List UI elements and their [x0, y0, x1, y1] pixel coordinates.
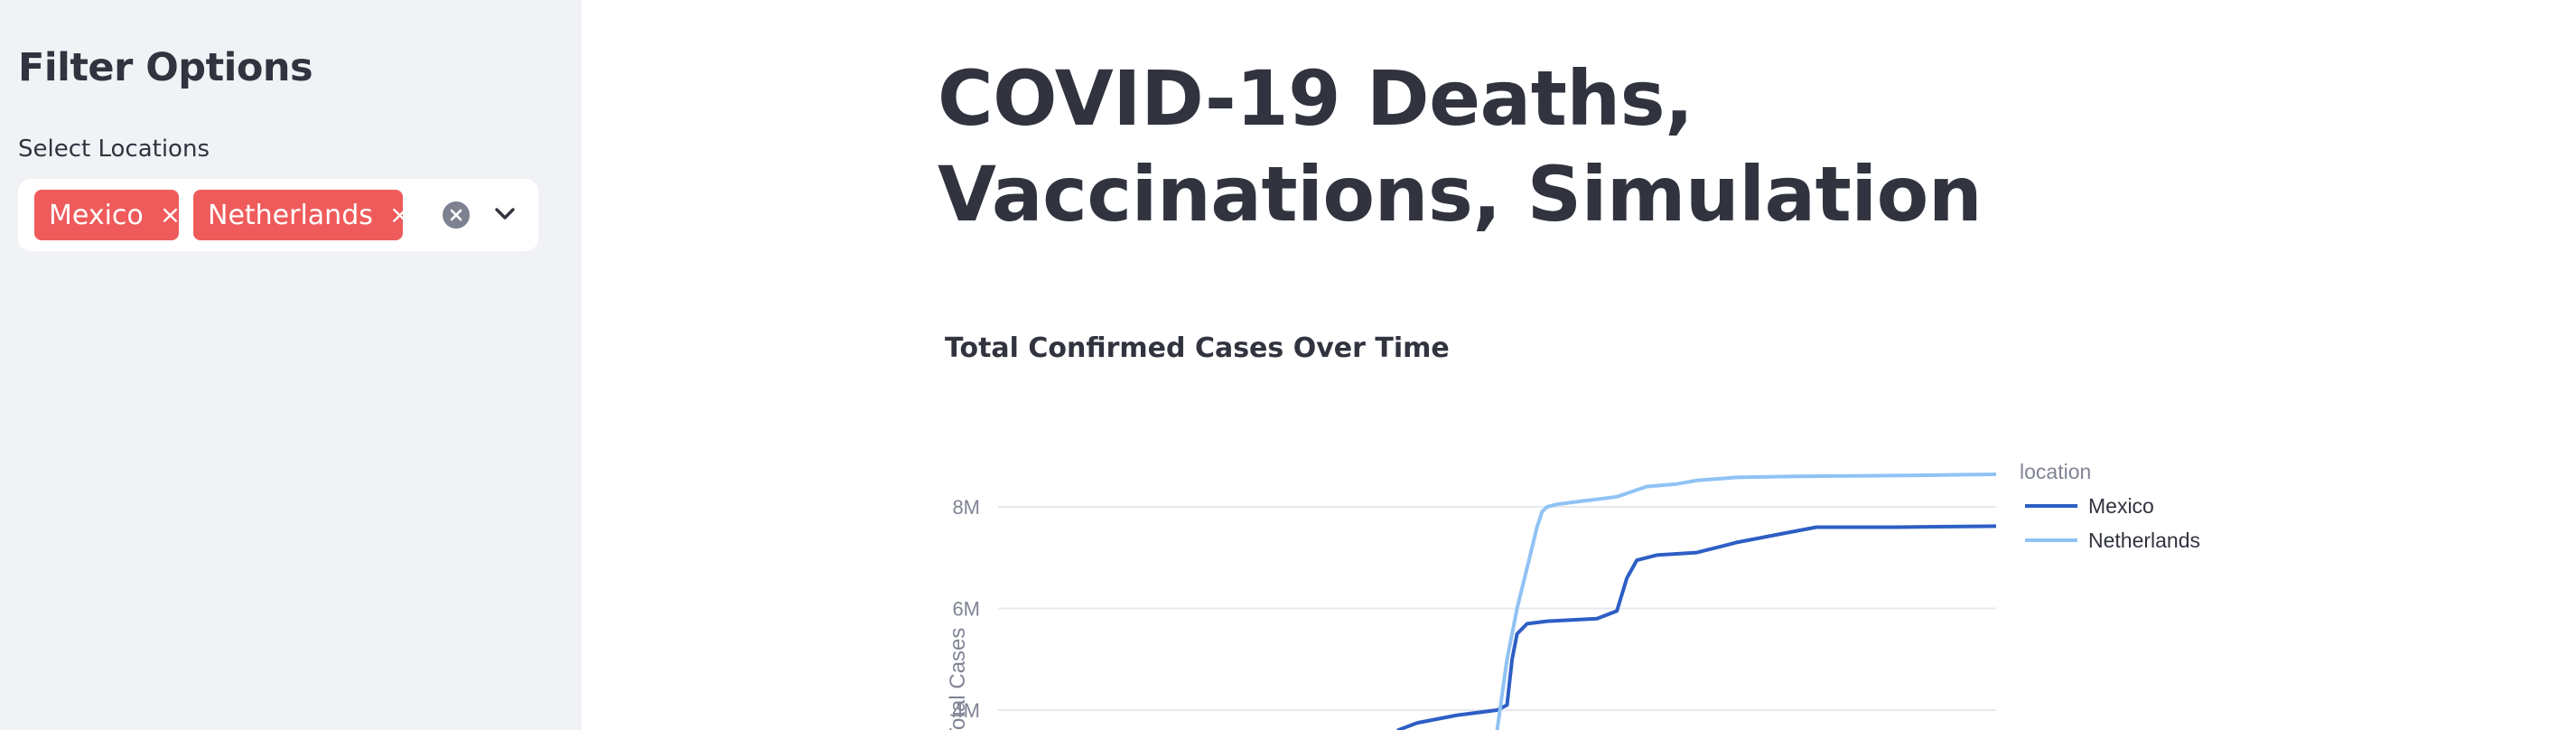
- series-line-netherlands[interactable]: [1495, 473, 1997, 730]
- close-icon: [450, 209, 462, 221]
- chart-y-ticks: 4M 6M 8M: [952, 496, 980, 722]
- y-tick-label: 6M: [952, 598, 980, 621]
- selected-chip-netherlands: Netherlands ×: [193, 190, 410, 240]
- legend-label-mexico[interactable]: Mexico: [2088, 494, 2154, 518]
- chip-label: Netherlands: [208, 199, 373, 231]
- page-title: COVID-19 Deaths, Vaccinations, Simulatio…: [938, 54, 1983, 239]
- remove-netherlands-icon[interactable]: ×: [388, 200, 411, 229]
- chevron-down-icon[interactable]: [490, 199, 520, 229]
- y-tick-label: 4M: [952, 699, 980, 722]
- select-locations-label: Select Locations: [18, 136, 210, 163]
- y-axis-label: Total Cases: [946, 628, 970, 730]
- chart-series: [1396, 473, 1997, 730]
- location-multiselect[interactable]: Mexico × Netherlands ×: [18, 179, 538, 251]
- remove-mexico-icon[interactable]: ×: [159, 200, 182, 229]
- legend-label-netherlands[interactable]: Netherlands: [2088, 529, 2200, 552]
- legend-title: location: [2020, 460, 2091, 483]
- chart-title: Total Confirmed Cases Over Time: [945, 332, 1450, 364]
- series-line-mexico[interactable]: [1396, 524, 1997, 730]
- sidebar: Filter Options Select Locations Mexico ×…: [0, 0, 582, 730]
- chevron-down-glyph: [495, 208, 515, 220]
- chip-label: Mexico: [49, 199, 144, 231]
- sidebar-title: Filter Options: [18, 45, 313, 90]
- selected-chip-mexico: Mexico ×: [34, 190, 182, 240]
- chart-legend: location Mexico Netherlands: [2020, 460, 2200, 552]
- chart-gridlines: [998, 506, 1996, 711]
- y-tick-label: 8M: [952, 496, 980, 519]
- clear-all-icon[interactable]: [443, 201, 470, 229]
